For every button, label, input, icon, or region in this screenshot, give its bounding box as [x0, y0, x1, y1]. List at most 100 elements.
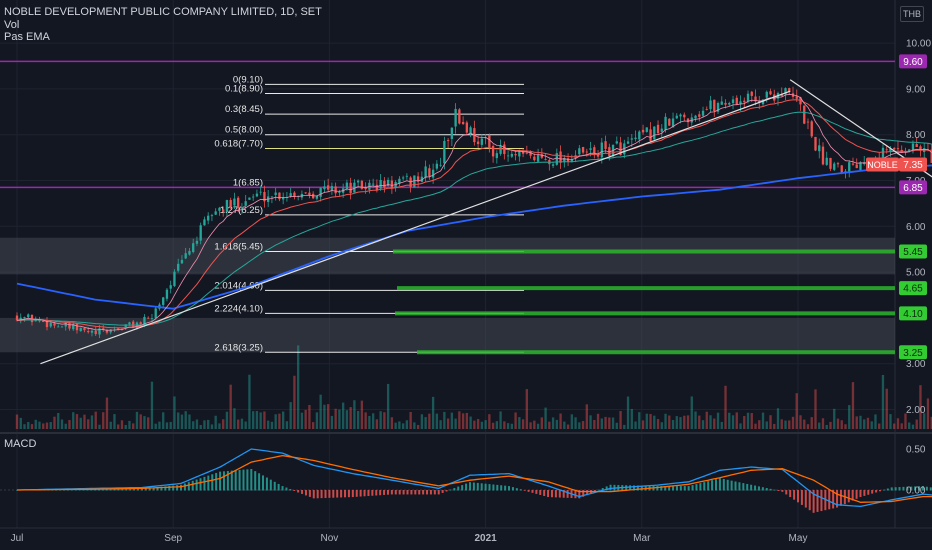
time-tick-label: Mar: [633, 533, 651, 544]
volume-bar: [296, 345, 300, 429]
currency-label[interactable]: THB: [900, 6, 924, 22]
candle-body: [476, 141, 480, 145]
macd-histogram-bar: [886, 488, 889, 491]
macd-legend[interactable]: MACD: [4, 438, 37, 450]
volume-bar: [270, 421, 274, 429]
volume-bar: [158, 421, 161, 429]
zones-layer: [0, 237, 895, 353]
candle-body: [788, 88, 791, 92]
candle-body: [60, 326, 64, 328]
volume-bar: [716, 412, 720, 429]
candle-body: [930, 149, 932, 163]
candle-body: [353, 182, 356, 193]
volume-bar: [428, 413, 431, 429]
candle-body: [109, 329, 112, 333]
volume-bar: [19, 417, 22, 429]
volume-bar: [237, 419, 240, 429]
candle-body: [908, 149, 911, 152]
volume-bar: [923, 413, 926, 429]
price-tick-label: 9.00: [906, 84, 926, 95]
candle-body: [735, 97, 738, 105]
macd-histogram-bar: [187, 482, 190, 491]
volume-bar: [821, 418, 825, 429]
price-tick-label: 2.00: [906, 405, 926, 416]
fib-label: 0.3(8.45): [225, 104, 263, 115]
time-tick-label: Nov: [321, 533, 339, 544]
macd-histogram-bar: [593, 490, 596, 492]
candle-body: [615, 141, 618, 144]
volume-bar: [574, 417, 577, 429]
volume-bar: [454, 418, 457, 429]
macd-histogram-bar: [574, 490, 577, 499]
macd-histogram-bar: [640, 485, 643, 491]
macd-histogram-bar: [734, 481, 737, 491]
macd-histogram-bar: [449, 489, 452, 491]
macd-histogram-bar: [125, 488, 128, 491]
macd-histogram-bar: [785, 490, 788, 495]
candles-layer: [15, 86, 932, 339]
volume-bar: [229, 384, 232, 429]
volume-bar: [383, 412, 386, 429]
macd-histogram-bar: [289, 489, 292, 491]
volume-bar: [405, 420, 409, 429]
legend-ema[interactable]: Pas EMA: [4, 31, 50, 43]
macd-histogram-bar: [496, 484, 499, 491]
candle-body: [94, 330, 97, 335]
candle-body: [315, 195, 319, 199]
candle-body: [750, 91, 753, 96]
candle-body: [851, 163, 855, 165]
macd-histogram-bar: [914, 486, 917, 491]
volume-bar: [345, 410, 349, 429]
macd-histogram-bar: [691, 485, 694, 491]
candle-body: [746, 93, 750, 102]
volume-bar: [360, 400, 364, 429]
volume-bar: [825, 424, 828, 429]
candle-body: [518, 150, 521, 157]
volume-bar: [728, 412, 731, 429]
candle-body: [668, 118, 671, 126]
volume-bar: [848, 405, 851, 429]
candle-body: [371, 183, 375, 185]
level-badge-label: 6.85: [903, 183, 923, 194]
legend-title[interactable]: NOBLE DEVELOPMENT PUBLIC COMPANY LIMITED…: [4, 6, 322, 18]
volume-bar: [469, 416, 472, 429]
candle-body: [675, 115, 678, 119]
volume-bar: [386, 383, 390, 429]
volume-bar: [368, 415, 371, 429]
volume-bar: [300, 412, 304, 429]
macd-histogram-bar: [492, 484, 495, 491]
macd-histogram-bar: [558, 490, 561, 498]
volume-bar: [192, 421, 195, 429]
volume-bar: [818, 422, 821, 429]
volume-bar: [90, 415, 94, 429]
macd-histogram-bar: [426, 490, 429, 495]
candle-body: [803, 105, 806, 124]
macd-tick-label: 0.00: [906, 486, 926, 497]
macd-histogram-bar: [472, 482, 475, 491]
volume-bar: [476, 419, 480, 429]
candle-body: [896, 148, 900, 150]
legend-vol[interactable]: Vol: [4, 18, 20, 31]
volume-bar: [473, 420, 476, 429]
volume-bar: [566, 424, 570, 429]
volume-bar: [304, 409, 307, 429]
volume-bar: [851, 382, 855, 429]
macd-histogram-bar: [582, 490, 585, 497]
volume-bar: [72, 412, 75, 429]
macd-histogram-bar: [285, 487, 288, 491]
macd-histogram-bar: [910, 486, 913, 491]
candle-body: [75, 323, 79, 331]
candle-body: [506, 155, 510, 157]
candle-body: [585, 151, 588, 153]
candle-body: [709, 100, 712, 110]
fib-label: 0(9.10): [233, 74, 263, 85]
macd-histogram-bar: [386, 490, 389, 495]
volume-bar: [713, 418, 716, 429]
macd-histogram-bar: [379, 490, 382, 496]
volume-bar: [252, 411, 255, 429]
macd-histogram-bar: [773, 489, 776, 491]
candle-body: [117, 328, 120, 330]
macd-histogram-bar: [308, 490, 311, 497]
candle-body: [139, 322, 142, 325]
